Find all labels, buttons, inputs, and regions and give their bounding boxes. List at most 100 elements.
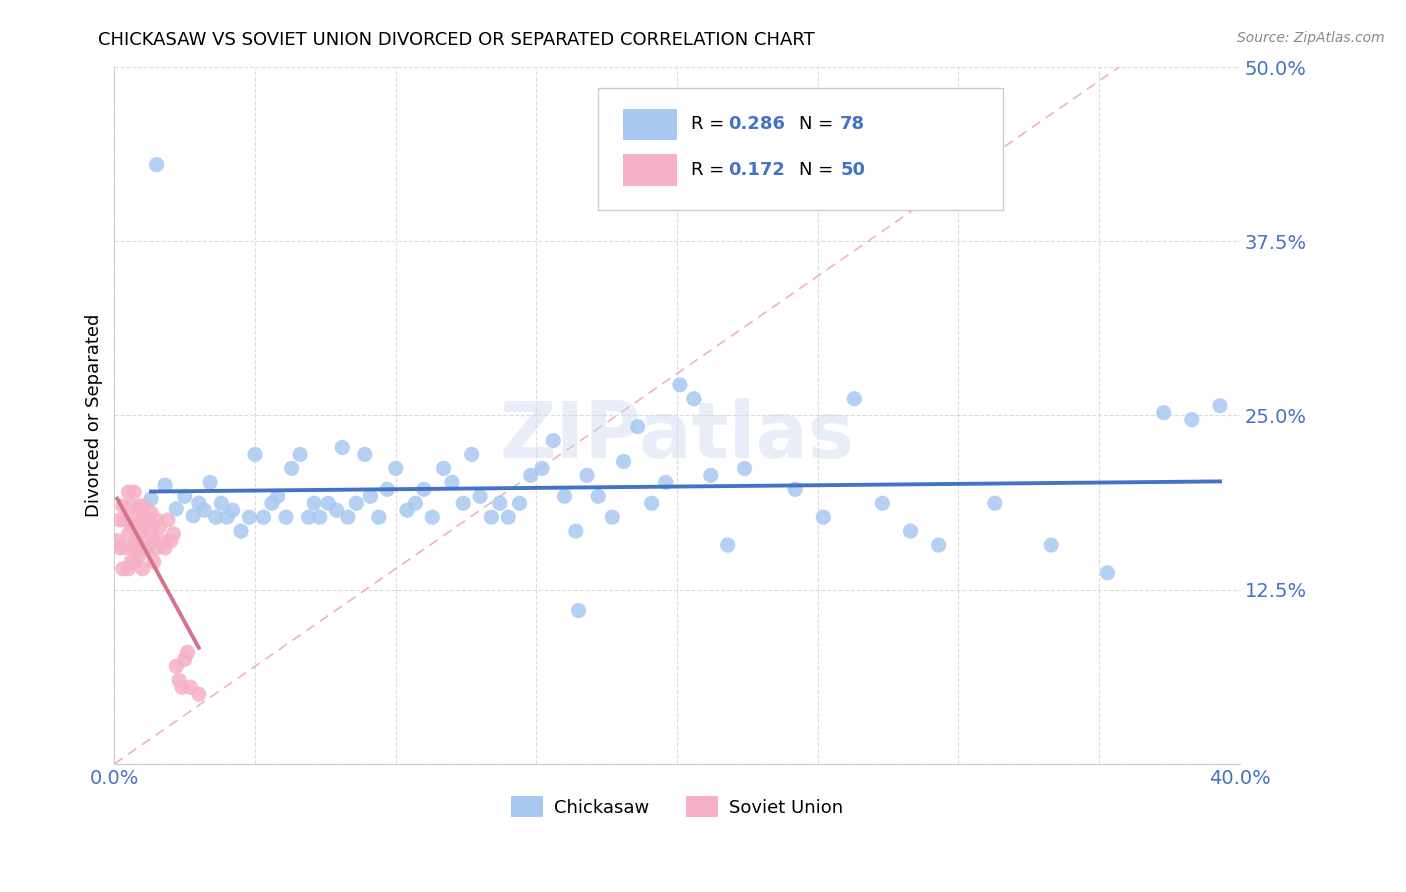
Text: R =: R = (690, 161, 730, 178)
Text: R =: R = (690, 115, 730, 133)
Point (117, 527, 139, 541)
Point (221, 503, 243, 517)
Point (145, 158, 167, 172)
Text: 78: 78 (841, 115, 865, 133)
Point (565, 524, 588, 538)
Point (134, 520, 156, 534)
Point (128, 527, 150, 541)
Point (641, 496, 664, 510)
Point (215, 510, 238, 524)
Point (479, 510, 502, 524)
Point (122, 485, 145, 500)
Point (125, 533, 148, 548)
Point (280, 461, 302, 475)
Point (1040, 538, 1063, 552)
Point (252, 510, 274, 524)
Point (468, 489, 491, 503)
Point (173, 652, 195, 666)
Point (451, 496, 474, 510)
Point (330, 441, 353, 455)
Point (128, 548, 150, 562)
Point (238, 510, 260, 524)
Point (395, 503, 418, 517)
Point (243, 448, 266, 462)
Point (872, 496, 894, 510)
Point (128, 499, 150, 513)
Text: CHICKASAW VS SOVIET UNION DIVORCED OR SEPARATED CORRELATION CHART: CHICKASAW VS SOVIET UNION DIVORCED OR SE… (98, 31, 815, 49)
Point (114, 541, 136, 555)
Point (139, 506, 162, 520)
Text: N =: N = (799, 115, 838, 133)
Point (204, 510, 226, 524)
Point (440, 475, 463, 490)
Point (111, 499, 134, 513)
Point (530, 461, 553, 475)
Point (717, 538, 740, 552)
Point (198, 475, 221, 490)
Text: N =: N = (799, 161, 838, 178)
Point (167, 673, 190, 688)
Point (1181, 412, 1204, 426)
Point (131, 513, 153, 527)
Point (302, 496, 325, 510)
Point (114, 513, 136, 527)
Text: 0.286: 0.286 (728, 115, 785, 133)
FancyBboxPatch shape (623, 154, 678, 186)
Point (984, 496, 1007, 510)
Point (117, 562, 139, 576)
Point (344, 496, 367, 510)
Point (432, 461, 454, 475)
Point (108, 513, 131, 527)
Point (229, 524, 252, 538)
Point (209, 496, 232, 510)
Text: Source: ZipAtlas.com: Source: ZipAtlas.com (1237, 31, 1385, 45)
Point (576, 468, 599, 483)
Point (139, 491, 162, 506)
Point (1097, 566, 1119, 580)
Point (384, 461, 406, 475)
Point (260, 496, 283, 510)
Point (412, 483, 434, 497)
Point (170, 680, 193, 694)
Point (181, 508, 204, 523)
Point (156, 513, 179, 527)
Point (541, 434, 564, 448)
Point (496, 510, 519, 524)
Point (120, 555, 142, 569)
Point (105, 533, 128, 548)
Point (700, 468, 723, 483)
Text: 50: 50 (841, 161, 865, 178)
Point (153, 478, 176, 492)
Point (568, 603, 591, 617)
Point (131, 562, 153, 576)
Point (108, 541, 131, 555)
Point (669, 377, 692, 392)
Point (683, 392, 706, 406)
Point (122, 541, 145, 555)
Point (519, 468, 541, 483)
Point (488, 496, 510, 510)
Point (734, 461, 756, 475)
Point (159, 533, 181, 548)
Point (508, 496, 530, 510)
Point (353, 448, 375, 462)
Point (145, 541, 167, 555)
Point (150, 533, 173, 548)
Point (173, 489, 195, 503)
Text: 0.172: 0.172 (728, 161, 785, 178)
Point (336, 510, 359, 524)
Point (176, 645, 198, 659)
Text: ZIPatlas: ZIPatlas (499, 399, 855, 475)
Point (460, 448, 482, 462)
Point (308, 510, 330, 524)
Point (325, 503, 347, 517)
Point (613, 454, 636, 468)
Point (142, 555, 165, 569)
Point (928, 538, 950, 552)
Point (900, 524, 922, 538)
Point (297, 510, 319, 524)
Point (1153, 406, 1175, 420)
Point (162, 527, 184, 541)
Point (111, 562, 134, 576)
Point (1209, 399, 1232, 413)
